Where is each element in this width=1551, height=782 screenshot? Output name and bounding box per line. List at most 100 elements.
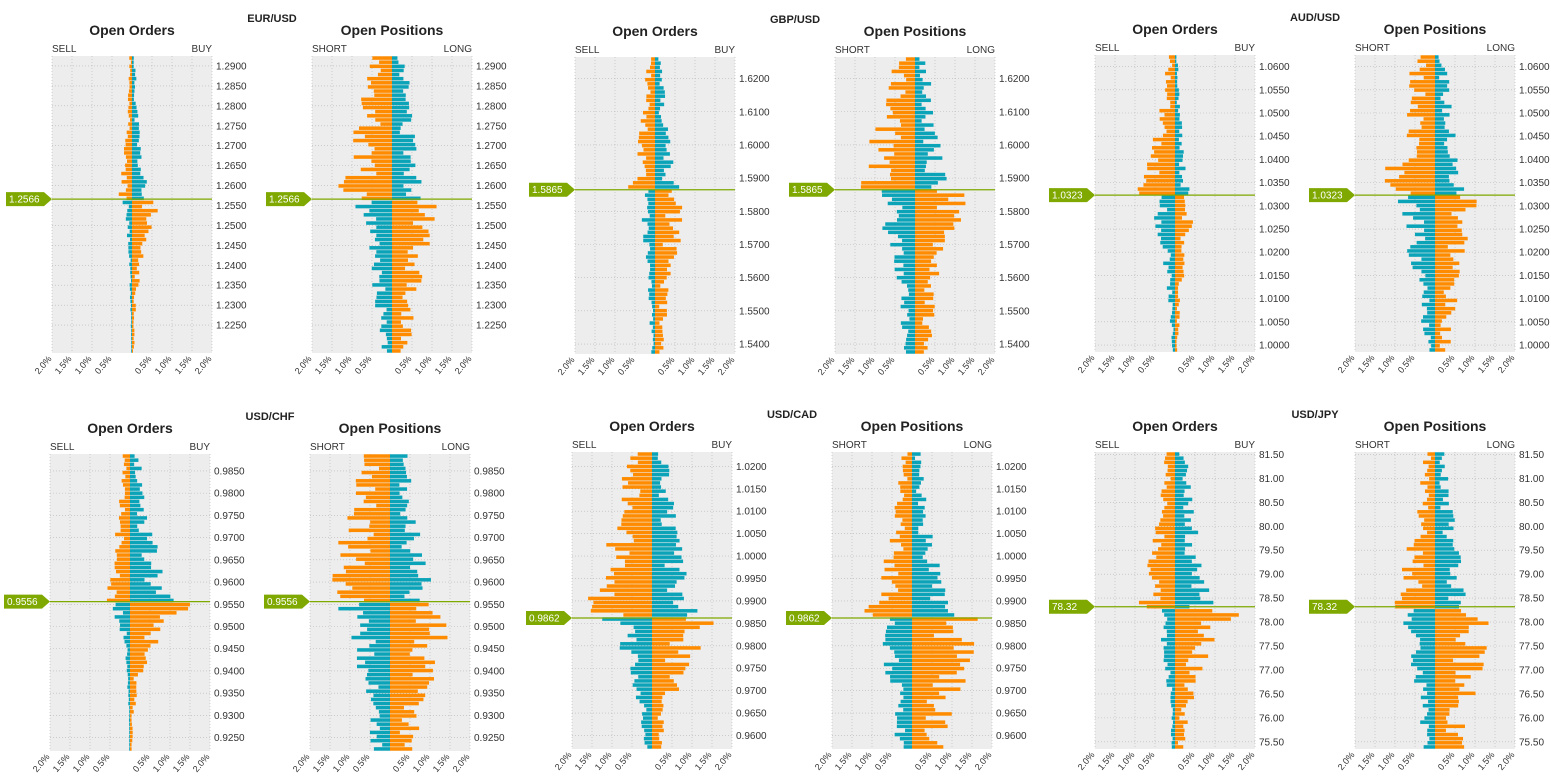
bar-right: [1435, 179, 1450, 183]
bar-left: [1158, 547, 1175, 551]
bar-left: [903, 695, 912, 700]
bar-right: [912, 604, 946, 609]
bar-right: [392, 72, 400, 77]
bar-right: [912, 650, 974, 654]
bar-right: [1435, 580, 1447, 584]
bar-left: [652, 337, 655, 342]
bar-right: [1435, 592, 1466, 597]
bar-left: [375, 118, 392, 122]
y-tick-label: 80.50: [1259, 498, 1284, 509]
bar-right: [1175, 100, 1177, 105]
bar-right: [915, 346, 928, 350]
y-tick-label: 1.0150: [736, 484, 767, 495]
y-tick-label: 79.00: [1259, 570, 1284, 581]
bar-right: [912, 642, 975, 646]
bar-left: [1390, 183, 1435, 187]
bar-left: [1408, 195, 1435, 200]
bar-right: [652, 629, 685, 634]
x-tick-label: 2.0%: [716, 355, 737, 377]
bar-left: [1162, 245, 1175, 249]
bar-right: [390, 483, 400, 487]
current-price-label: 1.2566: [9, 195, 40, 206]
buy-label: BUY: [711, 440, 732, 451]
bar-right: [132, 262, 140, 267]
x-tick-label: 2.0%: [1496, 750, 1517, 772]
bar-left: [898, 588, 912, 592]
bar-left: [374, 652, 390, 656]
bar-right: [1435, 559, 1462, 564]
bar-right: [1175, 489, 1185, 493]
bar-left: [624, 563, 652, 568]
bar-right: [912, 703, 934, 708]
bar-left: [900, 321, 915, 325]
bar-right: [652, 728, 664, 733]
bar-left: [905, 57, 915, 61]
bar-right: [390, 540, 407, 545]
bar-left: [356, 483, 390, 487]
bar-right: [655, 189, 672, 193]
bar-left: [376, 225, 392, 229]
bar-right: [1175, 162, 1180, 167]
bar-left: [129, 730, 130, 735]
bar-left: [1417, 510, 1435, 514]
bar-left: [373, 693, 390, 698]
x-tick-label: 0.5%: [133, 354, 154, 376]
bar-left: [129, 738, 130, 743]
bar-right: [130, 520, 145, 524]
current-price-label: 1.0323: [1052, 191, 1083, 202]
bar-right: [132, 266, 137, 271]
bar-left: [643, 148, 655, 152]
bar-right: [652, 642, 670, 646]
bar-right: [130, 565, 152, 570]
bar-left: [378, 466, 390, 471]
bar-left: [1421, 522, 1435, 526]
current-price-tag: [1049, 188, 1095, 203]
bar-left: [130, 68, 132, 73]
bar-right: [655, 143, 666, 148]
x-tick-label: 0.5%: [1396, 750, 1417, 772]
bar-left: [1167, 501, 1175, 506]
x-tick-label: 2.0%: [1336, 750, 1357, 772]
bar-right: [1435, 265, 1453, 270]
bar-left: [1418, 580, 1435, 584]
bar-left: [367, 627, 390, 632]
bar-left: [1422, 501, 1435, 506]
bar-left: [636, 687, 652, 691]
bar-right: [1175, 236, 1181, 241]
bar-left: [1428, 493, 1435, 498]
bar-right: [130, 507, 144, 512]
bar-right: [390, 718, 402, 722]
y-tick-label: 1.0450: [1519, 132, 1550, 143]
bar-left: [366, 689, 390, 693]
bar-left: [375, 487, 390, 491]
bar-left: [648, 201, 655, 206]
y-tick-label: 1.2400: [476, 261, 507, 272]
bar-right: [912, 670, 957, 675]
bar-right: [652, 712, 661, 716]
y-tick-label: 1.6000: [739, 140, 770, 151]
short-label: SHORT: [1355, 43, 1390, 54]
bar-left: [387, 340, 392, 345]
bar-left: [357, 648, 390, 652]
bar-left: [893, 143, 915, 148]
bar-left: [1154, 216, 1175, 220]
bar-left: [371, 159, 392, 163]
bar-right: [655, 77, 662, 82]
y-tick-label: 0.9600: [214, 578, 245, 589]
bar-left: [126, 644, 130, 648]
bar-right: [652, 530, 678, 535]
bar-left: [356, 664, 390, 669]
bar-left: [894, 514, 912, 518]
bar-right: [1175, 104, 1180, 109]
bar-left: [1420, 534, 1435, 539]
bar-right: [130, 693, 137, 698]
bar-left: [129, 262, 132, 267]
bar-right: [130, 553, 142, 557]
bar-right: [1435, 137, 1448, 142]
bar-left: [121, 540, 130, 545]
bar-right: [1175, 732, 1184, 737]
y-tick-label: 1.2450: [476, 241, 507, 252]
bar-left: [353, 138, 392, 143]
bar-left: [126, 466, 130, 471]
bar-right: [390, 619, 416, 623]
